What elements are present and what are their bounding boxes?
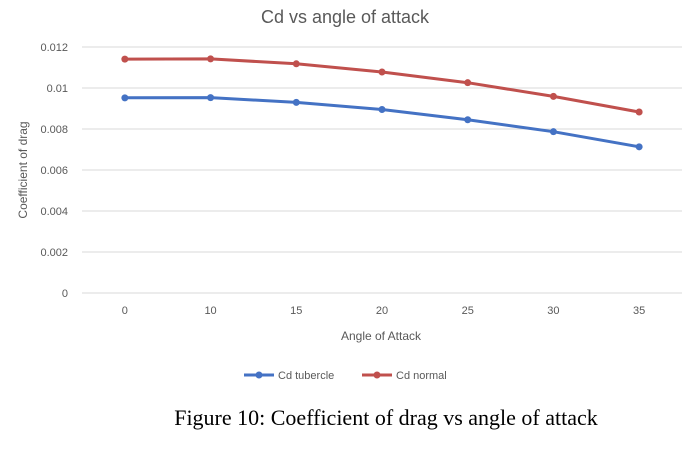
data-point	[635, 143, 643, 151]
chart-title: Cd vs angle of attack	[261, 7, 430, 27]
y-tick-label: 0	[62, 288, 68, 300]
series-cd-tubercle	[121, 94, 643, 151]
y-axis-title: Coefficient of drag	[16, 121, 30, 218]
data-point	[378, 106, 386, 114]
y-tick-label: 0.008	[40, 124, 68, 136]
gridlines	[82, 46, 682, 294]
data-point	[464, 116, 472, 124]
data-point	[121, 55, 129, 63]
legend-item: Cd normal	[362, 370, 447, 382]
data-point	[635, 108, 643, 116]
series-plot-area	[121, 55, 643, 151]
legend-label: Cd tubercle	[278, 370, 334, 382]
line-chart: Cd vs angle of attack 0 0.002 0.004 0.006 0.…	[16, 7, 682, 382]
x-tick-label: 30	[547, 305, 559, 317]
legend: Cd tubercle Cd normal	[244, 370, 447, 382]
y-tick-label: 0.012	[40, 42, 68, 54]
x-axis-tick-labels: 0 10 15 20 25 30 35	[122, 305, 645, 317]
data-point	[549, 92, 557, 100]
y-axis-tick-labels: 0 0.002 0.004 0.006 0.008 0.01 0.012	[40, 42, 68, 300]
x-tick-label: 15	[290, 305, 302, 317]
y-tick-label: 0.002	[40, 247, 68, 259]
x-tick-label: 20	[376, 305, 388, 317]
data-point	[378, 68, 386, 76]
legend-label: Cd normal	[396, 370, 447, 382]
series-cd-normal	[121, 55, 643, 116]
legend-item: Cd tubercle	[244, 370, 334, 382]
data-point	[207, 55, 215, 63]
data-point	[549, 128, 557, 136]
x-axis-title: Angle of Attack	[341, 329, 422, 343]
legend-marker	[373, 371, 381, 379]
data-point	[207, 94, 215, 102]
x-tick-label: 10	[204, 305, 216, 317]
data-point	[121, 94, 129, 102]
y-tick-label: 0.006	[40, 165, 68, 177]
series-line	[123, 96, 641, 149]
legend-marker	[255, 371, 263, 379]
x-tick-label: 35	[633, 305, 645, 317]
y-tick-label: 0.01	[47, 83, 68, 95]
data-point	[464, 79, 472, 87]
series-line	[123, 57, 641, 114]
figure-caption: Figure 10: Coefficient of drag vs angle …	[174, 405, 598, 430]
x-tick-label: 0	[122, 305, 128, 317]
data-point	[292, 60, 300, 68]
x-tick-label: 25	[462, 305, 474, 317]
y-tick-label: 0.004	[40, 206, 68, 218]
data-point	[292, 98, 300, 106]
